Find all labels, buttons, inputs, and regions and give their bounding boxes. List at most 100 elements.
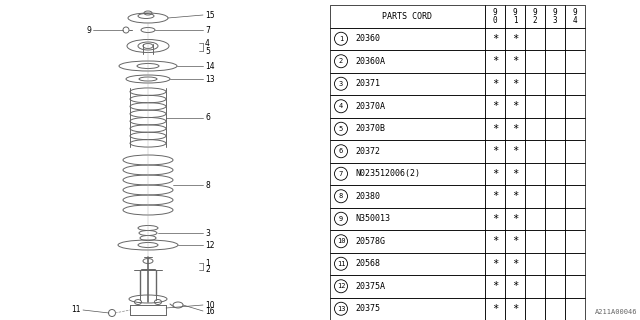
Bar <box>565 117 585 140</box>
Bar <box>330 50 485 73</box>
Text: 4: 4 <box>339 103 343 109</box>
Bar <box>545 95 565 117</box>
Bar <box>330 230 485 252</box>
Bar <box>485 5 505 28</box>
Bar <box>545 117 565 140</box>
Text: 7: 7 <box>339 171 343 177</box>
Bar <box>525 298 545 320</box>
Text: 6: 6 <box>339 148 343 154</box>
Text: *: * <box>492 169 498 179</box>
Text: 4: 4 <box>205 38 210 47</box>
Text: *: * <box>492 304 498 314</box>
Text: *: * <box>492 56 498 66</box>
Bar <box>505 50 525 73</box>
Text: *: * <box>492 34 498 44</box>
Text: 1: 1 <box>339 36 343 42</box>
Text: 8: 8 <box>205 180 210 189</box>
Bar <box>485 117 505 140</box>
Text: *: * <box>492 259 498 269</box>
Text: *: * <box>512 259 518 269</box>
Bar <box>485 230 505 252</box>
Text: *: * <box>492 146 498 156</box>
Bar <box>485 50 505 73</box>
Text: 20360A: 20360A <box>355 57 385 66</box>
Bar <box>485 163 505 185</box>
Text: 20371: 20371 <box>355 79 380 88</box>
Text: *: * <box>492 236 498 246</box>
Text: 12: 12 <box>205 241 214 250</box>
Text: *: * <box>512 79 518 89</box>
Text: 11: 11 <box>72 306 81 315</box>
Bar <box>505 275 525 298</box>
Text: *: * <box>512 34 518 44</box>
Bar <box>505 252 525 275</box>
Bar <box>330 5 485 28</box>
Text: *: * <box>512 236 518 246</box>
Text: *: * <box>492 214 498 224</box>
Bar <box>545 298 565 320</box>
Text: *: * <box>492 191 498 201</box>
Text: *: * <box>512 214 518 224</box>
Text: 9
1: 9 1 <box>513 8 517 25</box>
Bar <box>545 140 565 163</box>
Bar <box>565 28 585 50</box>
Bar <box>485 207 505 230</box>
Bar <box>485 28 505 50</box>
Bar <box>525 50 545 73</box>
Bar <box>565 298 585 320</box>
Bar <box>505 298 525 320</box>
Bar <box>505 207 525 230</box>
Text: *: * <box>512 56 518 66</box>
Bar <box>525 73 545 95</box>
Bar <box>545 50 565 73</box>
Text: 9
4: 9 4 <box>573 8 577 25</box>
Bar <box>330 163 485 185</box>
Bar <box>330 73 485 95</box>
Text: 20568: 20568 <box>355 259 380 268</box>
Bar <box>330 207 485 230</box>
Bar <box>545 252 565 275</box>
Text: 5: 5 <box>339 126 343 132</box>
Bar <box>545 230 565 252</box>
Bar <box>565 95 585 117</box>
Text: 12: 12 <box>337 283 345 289</box>
Bar <box>525 5 545 28</box>
Text: 9
3: 9 3 <box>553 8 557 25</box>
Bar <box>545 207 565 230</box>
Bar <box>330 28 485 50</box>
Bar <box>565 207 585 230</box>
Bar <box>505 230 525 252</box>
Bar <box>565 140 585 163</box>
Bar <box>330 140 485 163</box>
Text: A211A00046: A211A00046 <box>595 309 637 315</box>
Text: *: * <box>512 101 518 111</box>
Text: 9
0: 9 0 <box>493 8 497 25</box>
Bar <box>485 73 505 95</box>
Bar <box>525 230 545 252</box>
Text: 2: 2 <box>205 266 210 275</box>
Text: 3: 3 <box>205 228 210 237</box>
Bar <box>545 275 565 298</box>
Text: 9: 9 <box>86 26 91 35</box>
Bar <box>330 117 485 140</box>
Text: 14: 14 <box>205 61 214 70</box>
Bar <box>525 28 545 50</box>
Text: 9
2: 9 2 <box>532 8 538 25</box>
Text: *: * <box>492 281 498 291</box>
Bar <box>545 185 565 207</box>
Bar <box>330 298 485 320</box>
Bar <box>505 163 525 185</box>
Text: 20375: 20375 <box>355 304 380 313</box>
Bar <box>545 5 565 28</box>
Bar <box>565 252 585 275</box>
Text: *: * <box>492 101 498 111</box>
Text: 20370B: 20370B <box>355 124 385 133</box>
Text: *: * <box>512 146 518 156</box>
Text: *: * <box>512 191 518 201</box>
Text: 20370A: 20370A <box>355 102 385 111</box>
Text: 13: 13 <box>337 306 345 312</box>
Bar <box>565 73 585 95</box>
Bar <box>525 163 545 185</box>
Bar <box>565 5 585 28</box>
Bar <box>330 185 485 207</box>
